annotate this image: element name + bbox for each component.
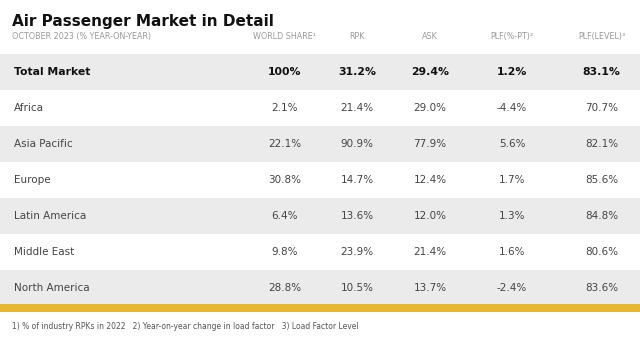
Text: 12.0%: 12.0%: [413, 211, 447, 221]
Bar: [0, 126, 640, 162]
Text: 1.7%: 1.7%: [499, 175, 525, 185]
Text: 84.8%: 84.8%: [585, 211, 618, 221]
Text: PLF(%-PT)²: PLF(%-PT)²: [490, 32, 534, 41]
Text: 9.8%: 9.8%: [271, 247, 298, 257]
Text: 85.6%: 85.6%: [585, 175, 618, 185]
Text: 2.1%: 2.1%: [271, 103, 298, 113]
Text: 1) % of industry RPKs in 2022   2) Year-on-year change in load factor   3) Load : 1) % of industry RPKs in 2022 2) Year-on…: [12, 322, 358, 331]
Text: Air Passenger Market in Detail: Air Passenger Market in Detail: [12, 14, 273, 29]
Text: 1.2%: 1.2%: [497, 67, 527, 77]
Text: 30.8%: 30.8%: [268, 175, 301, 185]
Text: Europe: Europe: [13, 175, 50, 185]
Text: 28.8%: 28.8%: [268, 283, 301, 293]
Text: -4.4%: -4.4%: [497, 103, 527, 113]
Text: 77.9%: 77.9%: [413, 139, 447, 149]
Text: Latin America: Latin America: [13, 211, 86, 221]
Text: 29.0%: 29.0%: [413, 103, 447, 113]
Text: -2.4%: -2.4%: [497, 283, 527, 293]
Text: WORLD SHARE¹: WORLD SHARE¹: [253, 32, 316, 41]
Text: 70.7%: 70.7%: [585, 103, 618, 113]
Text: 23.9%: 23.9%: [340, 247, 374, 257]
Bar: [0, 90, 640, 126]
Text: 1.6%: 1.6%: [499, 247, 525, 257]
Bar: [0, 162, 640, 198]
Text: 82.1%: 82.1%: [585, 139, 618, 149]
Text: Middle East: Middle East: [13, 247, 74, 257]
Text: 13.6%: 13.6%: [340, 211, 374, 221]
Bar: [0, 270, 640, 306]
Bar: [0, 304, 640, 312]
Text: OCTOBER 2023 (% YEAR-ON-YEAR): OCTOBER 2023 (% YEAR-ON-YEAR): [12, 32, 150, 41]
Text: 6.4%: 6.4%: [271, 211, 298, 221]
Text: 100%: 100%: [268, 67, 301, 77]
Text: 1.3%: 1.3%: [499, 211, 525, 221]
Text: 21.4%: 21.4%: [340, 103, 374, 113]
Text: 14.7%: 14.7%: [340, 175, 374, 185]
Text: Africa: Africa: [13, 103, 44, 113]
Text: 83.1%: 83.1%: [582, 67, 621, 77]
Text: RPK: RPK: [349, 32, 365, 41]
Text: 31.2%: 31.2%: [338, 67, 376, 77]
Text: 13.7%: 13.7%: [413, 283, 447, 293]
Text: Asia Pacific: Asia Pacific: [13, 139, 72, 149]
Bar: [0, 234, 640, 270]
Text: 80.6%: 80.6%: [585, 247, 618, 257]
Text: 21.4%: 21.4%: [413, 247, 447, 257]
Text: 5.6%: 5.6%: [499, 139, 525, 149]
Text: 90.9%: 90.9%: [340, 139, 374, 149]
Text: PLF(LEVEL)³: PLF(LEVEL)³: [578, 32, 625, 41]
Text: 22.1%: 22.1%: [268, 139, 301, 149]
Text: ASK: ASK: [422, 32, 438, 41]
Text: Total Market: Total Market: [13, 67, 90, 77]
Text: 10.5%: 10.5%: [340, 283, 374, 293]
Bar: [0, 54, 640, 90]
Text: 12.4%: 12.4%: [413, 175, 447, 185]
Text: 29.4%: 29.4%: [411, 67, 449, 77]
Text: North America: North America: [13, 283, 89, 293]
Text: 83.6%: 83.6%: [585, 283, 618, 293]
Bar: [0, 198, 640, 234]
